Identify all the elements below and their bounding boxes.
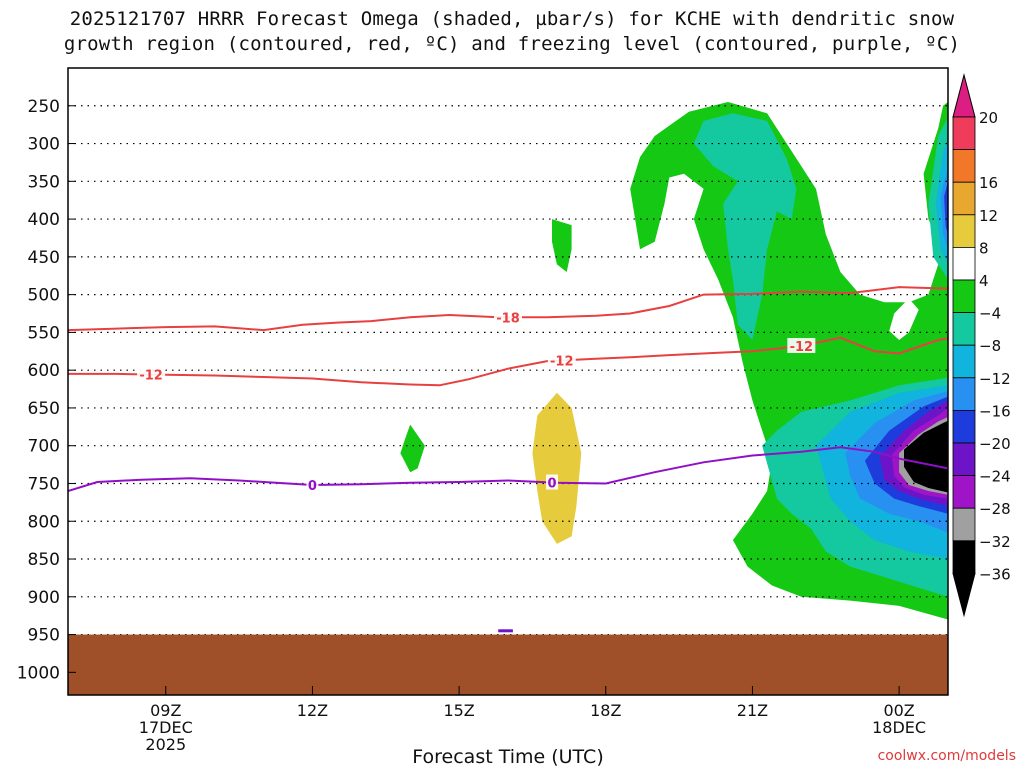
x-tick-label-5-0: 00Z — [883, 701, 914, 720]
shade-teal-upper — [693, 113, 797, 340]
shade-blue-edge — [940, 166, 948, 250]
y-tick-label-950: 950 — [28, 626, 60, 646]
colorbar-label-9: −20 — [979, 435, 1011, 453]
contour-label-2-0: 0 — [308, 479, 317, 494]
y-tick-label-400: 400 — [28, 210, 60, 230]
colorbar-swatch-7 — [952, 344, 976, 379]
y-tick-label-700: 700 — [28, 437, 60, 457]
x-tick-label-5-1: 18DEC — [872, 718, 926, 737]
colorbar-label-10: −24 — [979, 468, 1011, 486]
colorbar-label-7: −12 — [979, 370, 1011, 388]
contour-label-bg-1-2 — [787, 337, 816, 353]
colorbar-swatch-12 — [952, 507, 976, 542]
colorbar-swatch-9 — [952, 409, 976, 444]
colorbar-swatch-4 — [952, 246, 976, 281]
y-tick-label-250: 250 — [28, 97, 60, 117]
contour-label-bg-1-0 — [137, 366, 166, 382]
shade-black-core — [904, 420, 948, 493]
shade-green-small-2 — [400, 424, 425, 473]
y-tick-label-450: 450 — [28, 248, 60, 268]
x-tick-label-0-1: 17DEC — [139, 718, 193, 737]
y-tick-label-550: 550 — [28, 323, 60, 343]
contour-label-1-0: -12 — [139, 368, 163, 383]
contour-label-1-2: -12 — [790, 340, 814, 355]
y-tick-label-850: 850 — [28, 550, 60, 570]
colorbar-label-13: −36 — [979, 565, 1011, 583]
x-tick-label-3-0: 18Z — [590, 701, 621, 720]
x-axis-label: Forecast Time (UTC) — [412, 746, 603, 768]
y-tick-label-650: 650 — [28, 399, 60, 419]
contour-label-bg-1-1 — [547, 352, 576, 368]
pressure-axis: 250 300 350 400 450 500 550 600 650 700 750 800 850 9… — [17, 97, 76, 683]
omega-colorbar: 20 16 12 8 4 −4 −8 −12 −16 −20 −24 −28 −32 −36 — [952, 73, 1011, 618]
shade-yellow-mid-right — [889, 298, 919, 340]
colorbar-label-4: 4 — [979, 272, 989, 290]
contour-label-bg-0-0 — [494, 309, 522, 325]
contour-line-freezing-2 — [68, 446, 948, 492]
colorbar-swatch-8 — [952, 377, 976, 411]
x-tick-label-4-0: 21Z — [737, 701, 768, 720]
colorbar-swatch-2 — [952, 181, 976, 216]
chart-title-line2: growth region (contoured, red, ºC) and f… — [63, 33, 961, 55]
x-tick-label-2-0: 15Z — [443, 701, 474, 720]
colorbar-label-12: −32 — [979, 533, 1011, 551]
shade-purple-sliver — [498, 629, 513, 633]
colorbar-label-8: −16 — [979, 402, 1011, 420]
source-credit: coolwx.com/models — [877, 748, 1016, 764]
colorbar-label-6: −8 — [979, 337, 1001, 355]
shade-yellow-18z-tail — [615, 543, 675, 582]
x-tick-label-0-0: 09Z — [150, 701, 181, 720]
contour-label-0-0: -18 — [496, 311, 520, 326]
y-tick-label-300: 300 — [28, 135, 60, 155]
omega-shading — [102, 102, 948, 633]
colorbar-swatch-6 — [952, 312, 976, 346]
y-tick-label-350: 350 — [28, 172, 60, 192]
colorbar-label-0: 20 — [979, 109, 998, 127]
colorbar-swatch-3 — [952, 214, 976, 248]
colorbar-bottom-arrow — [952, 572, 976, 618]
plot-area: -18 -12 -12 -12 0 0 — [67, 67, 949, 696]
ground-surface — [68, 634, 948, 695]
colorbar-swatch-13 — [952, 540, 976, 574]
colorbar-swatch-11 — [952, 475, 976, 509]
contour-line-dgz-1 — [68, 336, 948, 387]
x-tick-label-0-2: 2025 — [145, 735, 186, 754]
shade-yellow-12z — [258, 449, 323, 529]
colorbar-label-1: 16 — [979, 174, 998, 192]
colorbar-label-11: −28 — [979, 500, 1011, 518]
y-tick-label-800: 800 — [28, 512, 60, 532]
colorbar-top-arrow — [952, 73, 976, 118]
contour-label-bg-2-1 — [546, 474, 558, 490]
shade-green-small-1 — [552, 219, 572, 272]
contour-label-bg-2-0 — [306, 476, 319, 492]
colorbar-swatch-0 — [952, 116, 976, 150]
y-tick-label-600: 600 — [28, 361, 60, 381]
colorbar-label-2: 12 — [979, 207, 998, 225]
chart-title-line1: 2025121707 HRRR Forecast Omega (shaded, … — [69, 8, 955, 30]
y-tick-label-900: 900 — [28, 588, 60, 608]
colorbar-label-3: 8 — [979, 239, 989, 257]
shade-yellow-upper-15z — [405, 147, 474, 246]
shade-orange-center — [532, 392, 582, 544]
shade-yellow-upper-right — [864, 132, 900, 180]
x-tick-label-1-0: 12Z — [297, 701, 328, 720]
contour-label-2-1: 0 — [547, 476, 556, 491]
contour-label-1-1: -12 — [550, 354, 574, 369]
plot-frame — [67, 67, 949, 696]
colorbar-swatch-10 — [952, 442, 976, 476]
colorbar-label-5: −4 — [979, 305, 1001, 323]
colorbar-swatch-5 — [952, 279, 976, 313]
shade-navy-edge — [944, 181, 948, 235]
y-tick-label-750: 750 — [28, 474, 60, 494]
y-tick-label-500: 500 — [28, 286, 60, 306]
temperature-contours: -18 -12 -12 -12 0 0 — [68, 286, 948, 494]
y-tick-label-1000: 1000 — [17, 663, 60, 683]
colorbar-swatch-1 — [952, 149, 976, 183]
shade-yellow-low-15z — [380, 528, 460, 627]
